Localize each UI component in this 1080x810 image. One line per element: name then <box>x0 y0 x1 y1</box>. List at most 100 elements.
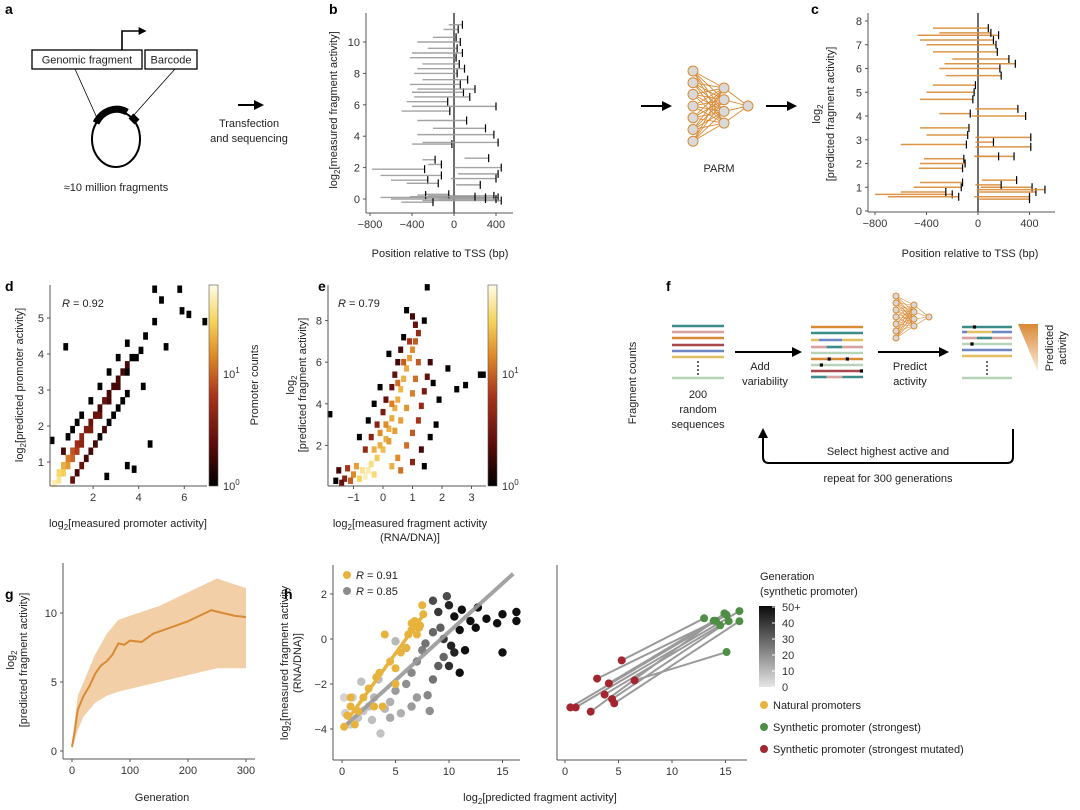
g-ylabel-line1: log2 <box>5 650 19 670</box>
h-strongest-point <box>709 616 718 625</box>
e-heatmap-bin <box>412 375 418 383</box>
e-heatmap-bin <box>424 373 430 380</box>
c-x-tick-label: 400 <box>1020 218 1038 230</box>
h-left-x-tick-label: 15 <box>496 766 508 778</box>
e-heatmap-bin <box>389 383 395 391</box>
d-x-tick-label: 6 <box>181 492 187 504</box>
e-heatmap-bin <box>418 446 424 453</box>
f-start-line2: random <box>679 404 716 416</box>
e-heatmap-bin <box>342 475 348 482</box>
e-heatmap-bin <box>454 386 460 393</box>
h-pair-line <box>569 614 728 709</box>
e-heatmap-bin <box>398 417 404 424</box>
e-heatmap-bin <box>410 346 415 353</box>
h-legend-natural: R = 0.91 <box>356 570 398 582</box>
network-edge <box>692 87 725 107</box>
h-ylabel-line1: log2[measured fragment activity <box>279 585 293 740</box>
g-variability-band <box>72 578 246 750</box>
e-heatmap-bin <box>362 446 368 453</box>
g-xlabel: Generation <box>135 792 189 804</box>
d-heatmap-bin <box>163 343 169 351</box>
e-y-tick-label: 4 <box>316 399 322 411</box>
e-colorbar-tick: 101 <box>502 366 519 381</box>
e-heatmap-bin <box>383 435 389 443</box>
d-heatmap-bin <box>106 418 112 427</box>
d-colorbar-label: Promoter counts <box>249 344 261 425</box>
g-ylabel-line2: [predicted fragment activity] <box>18 593 30 728</box>
b-x-tick-label: −800 <box>358 219 383 231</box>
model-name: PARM <box>704 163 735 175</box>
e-heatmap-bin <box>356 475 362 482</box>
f-start-line3: sequences <box>671 419 725 431</box>
h-natural-point <box>391 664 400 673</box>
e-heatmap-bin <box>410 390 415 397</box>
h-natural-point <box>412 630 421 639</box>
e-heatmap-bin <box>430 379 436 387</box>
d-colorbar-tick: 101 <box>223 366 240 381</box>
d-heatmap-bin <box>106 389 112 398</box>
e-x-tick-label: 2 <box>439 492 445 504</box>
d-heatmap-bin <box>115 375 121 383</box>
d-heatmap-bin <box>61 461 66 470</box>
d-heatmap-bin <box>83 454 89 463</box>
e-heatmap-bin <box>377 383 383 391</box>
b-y-tick-label: 8 <box>354 68 360 80</box>
e-heatmap-bin <box>410 429 415 437</box>
d-heatmap-bin <box>134 353 139 362</box>
e-heatmap-bin <box>427 433 433 441</box>
network-node <box>718 117 730 129</box>
h-mutated-point <box>593 674 602 683</box>
d-heatmap-bin <box>88 425 94 434</box>
d-heatmap-bin <box>106 397 112 405</box>
f-scale-line1: Predicted <box>1044 325 1056 371</box>
h-synthetic-point <box>396 709 406 718</box>
e-heatmap-bin <box>395 359 401 366</box>
h-synthetic-point <box>450 648 459 657</box>
e-heatmap-bin <box>415 359 421 366</box>
h-synthetic-point <box>425 706 434 716</box>
h-synthetic-point <box>357 677 366 686</box>
generation-colorbar-tick-label: 30 <box>782 634 794 646</box>
h-right-x-tick-label: 10 <box>666 766 678 778</box>
d-heatmap-bin <box>202 317 208 326</box>
c-y-tick-label: 2 <box>856 159 862 171</box>
f-scale-line2: activity <box>1057 331 1069 365</box>
network-node <box>687 112 699 124</box>
d-heatmap-bin <box>143 332 148 340</box>
f-step1-line1: Add <box>750 361 770 373</box>
h-mutated-point <box>571 703 580 712</box>
h-synthetic-point <box>434 661 443 671</box>
h-pair-line <box>611 620 730 700</box>
e-heatmap-bin <box>371 446 377 453</box>
h-strongest-point <box>700 614 709 623</box>
network-node <box>892 306 900 314</box>
network-edge <box>692 70 725 89</box>
mutation-mark <box>845 357 849 361</box>
e-heatmap-bin <box>480 371 486 378</box>
e-heatmap-bin <box>336 467 342 474</box>
h-synthetic-fit-line <box>342 572 515 729</box>
e-heatmap-bin <box>392 371 398 378</box>
h-synthetic-point <box>444 601 454 610</box>
e-heatmap-bin <box>374 454 380 462</box>
h-natural-point <box>418 601 427 610</box>
e-heatmap-bin <box>436 396 442 403</box>
d-heatmap-bin <box>83 425 89 434</box>
d-heatmap-bin <box>56 469 62 477</box>
h-natural-point <box>402 644 411 652</box>
b-y-tick-label: 4 <box>354 131 360 143</box>
e-heatmap-bin <box>386 425 392 432</box>
h-synthetic-point <box>407 702 416 711</box>
parm-network-icon <box>687 65 754 147</box>
e-heatmap-bin <box>433 421 439 428</box>
e-heatmap-bin <box>371 471 377 478</box>
f-step2-line2: activity <box>893 376 927 388</box>
e-heatmap-bin <box>374 421 380 428</box>
e-heatmap-bin <box>333 477 339 484</box>
h-synthetic-point <box>407 668 416 677</box>
c-ylabel-line1: log2 <box>811 104 825 124</box>
d-colorbar <box>208 284 219 487</box>
e-heatmap-bin <box>368 433 374 441</box>
